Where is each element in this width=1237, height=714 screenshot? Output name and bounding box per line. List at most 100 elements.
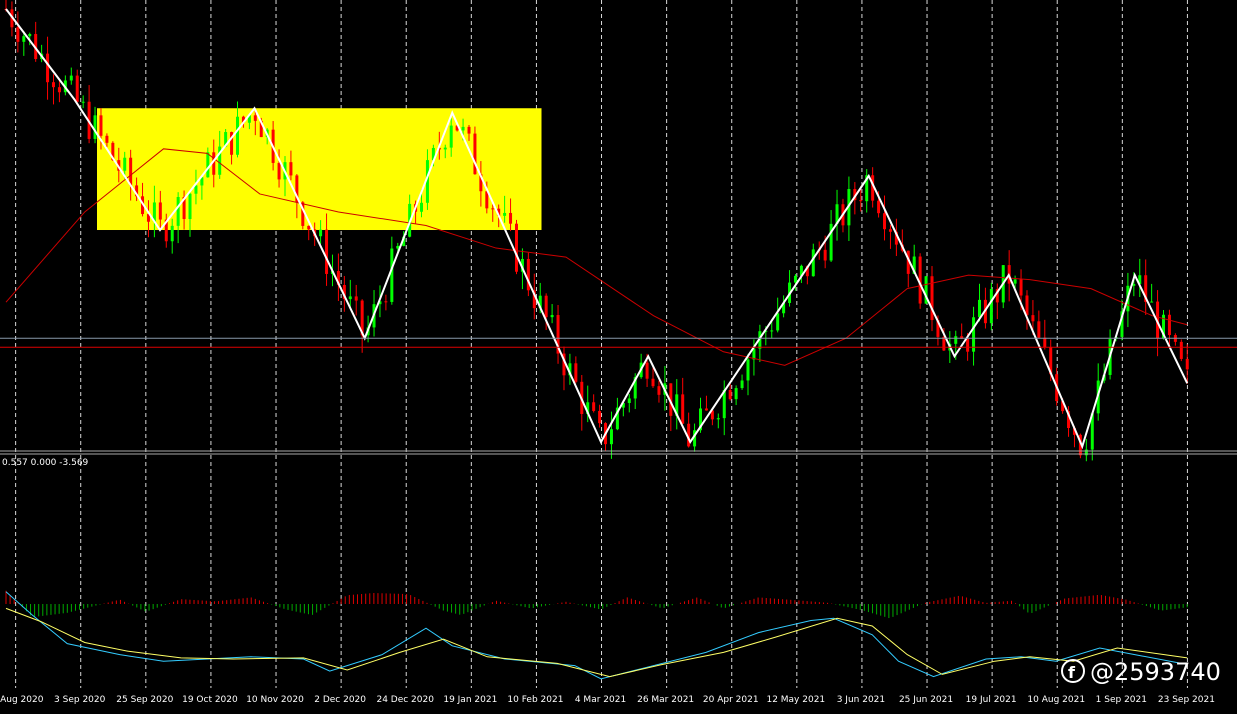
candle-body [598, 410, 602, 424]
candle-body [764, 330, 768, 332]
candle-body [46, 53, 50, 83]
candle-body [906, 250, 910, 274]
brand-f-logo-icon [1061, 659, 1085, 683]
candle-body [977, 299, 981, 318]
candle-body [336, 270, 340, 285]
candle-body [1120, 311, 1124, 337]
candle-body [1179, 341, 1183, 359]
candle-body [129, 157, 133, 186]
candle-body [746, 359, 750, 381]
candle-body [728, 389, 732, 400]
candle-body [135, 185, 139, 197]
candle-body [805, 265, 809, 277]
candle-body [348, 296, 352, 300]
candle-body [449, 125, 453, 148]
x-tick-label: 2 Dec 2020 [314, 695, 366, 705]
candle-body [188, 193, 192, 219]
candle-body [942, 336, 946, 351]
candle-body [99, 115, 103, 136]
x-tick-label: 25 Jun 2021 [899, 695, 953, 705]
candle-body [770, 330, 774, 332]
candle-body [675, 394, 679, 416]
x-axis-tick-labels: 12 Aug 2020 3 Sep 2020 25 Sep 2020 19 Oct 2… [0, 695, 1215, 705]
candle-body [1084, 449, 1088, 456]
candle-body [776, 313, 780, 331]
candle-body [1037, 321, 1041, 338]
candle-body [687, 423, 691, 447]
candle-body [509, 212, 513, 224]
candle-body [212, 152, 216, 175]
candle-body [158, 202, 162, 220]
candle-body [390, 248, 394, 302]
candle-body [277, 162, 281, 180]
candle-body [936, 320, 940, 337]
candle-body [384, 301, 388, 303]
x-tick-label: 19 Oct 2020 [182, 695, 238, 705]
x-tick-label: 10 Aug 2021 [1027, 695, 1085, 705]
highlight-box [97, 108, 542, 231]
candle-body [1144, 275, 1148, 302]
candle-body [538, 295, 542, 309]
x-tick-label: 4 Mar 2021 [575, 695, 626, 705]
candle-body [503, 212, 507, 216]
candle-body [693, 430, 697, 447]
x-tick-label: 1 Sep 2021 [1096, 695, 1147, 705]
candle-body [200, 177, 204, 186]
candle-body [621, 402, 625, 408]
candle-body [1043, 337, 1047, 348]
x-tick-label: 25 Sep 2020 [116, 695, 173, 705]
candle-body [722, 389, 726, 419]
candle-body [247, 115, 251, 123]
candle-body [378, 301, 382, 305]
candle-body [989, 289, 993, 324]
candle-body [704, 408, 708, 411]
candle-body [734, 388, 738, 400]
candle-body [402, 236, 406, 246]
candle-body [835, 204, 839, 224]
candle-body [930, 276, 934, 321]
candle-body [716, 418, 720, 420]
candle-body [912, 256, 916, 274]
candle-body [853, 188, 857, 201]
x-tick-label: 26 Mar 2021 [637, 695, 694, 705]
candle-body [1025, 295, 1029, 316]
candle-body [532, 290, 536, 309]
candle-body [28, 34, 32, 37]
candle-body [230, 132, 234, 155]
candle-body [865, 175, 869, 202]
candle-body [105, 135, 109, 143]
candle-body [443, 147, 447, 150]
candle-body [1049, 347, 1053, 375]
candle-body [615, 407, 619, 430]
candle-body [995, 289, 999, 303]
candle-body [1150, 301, 1154, 303]
candle-body [699, 408, 703, 431]
watermark-text: @2593740 [1090, 658, 1221, 686]
candle-body [224, 132, 228, 147]
candle-body [420, 202, 424, 212]
candle-body [152, 202, 156, 222]
candle-body [325, 229, 329, 274]
candle-body [170, 225, 174, 242]
candle-body [206, 152, 210, 178]
candle-body [111, 142, 115, 161]
x-tick-label: 19 Jan 2021 [443, 695, 497, 705]
candle-body [799, 265, 803, 276]
candle-body [793, 275, 797, 283]
candle-body [669, 383, 673, 416]
x-tick-label: 10 Nov 2020 [246, 695, 304, 705]
candle-body [497, 208, 501, 216]
candle-body [34, 34, 38, 59]
candle-body [146, 214, 150, 222]
candle-body [1061, 401, 1065, 412]
candle-body [888, 229, 892, 232]
zigzag-line [5, 8, 1189, 450]
x-tick-label: 12 Aug 2020 [0, 695, 44, 705]
candle-body [259, 120, 263, 138]
candle-body [1078, 434, 1082, 456]
candle-body [81, 101, 85, 103]
candle-body [651, 378, 655, 387]
candle-body [123, 157, 127, 171]
x-tick-label: 10 Feb 2021 [507, 695, 563, 705]
candle-body [1067, 411, 1071, 429]
